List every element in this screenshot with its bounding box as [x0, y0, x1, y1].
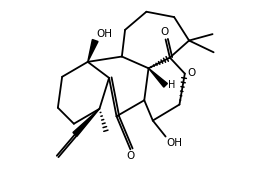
Polygon shape	[148, 68, 167, 87]
Text: O: O	[126, 151, 134, 161]
Polygon shape	[88, 40, 98, 62]
Polygon shape	[73, 109, 99, 136]
Text: OH: OH	[167, 138, 183, 148]
Text: O: O	[188, 68, 196, 78]
Text: O: O	[160, 27, 169, 37]
Text: H: H	[168, 80, 175, 90]
Text: OH: OH	[96, 29, 112, 39]
